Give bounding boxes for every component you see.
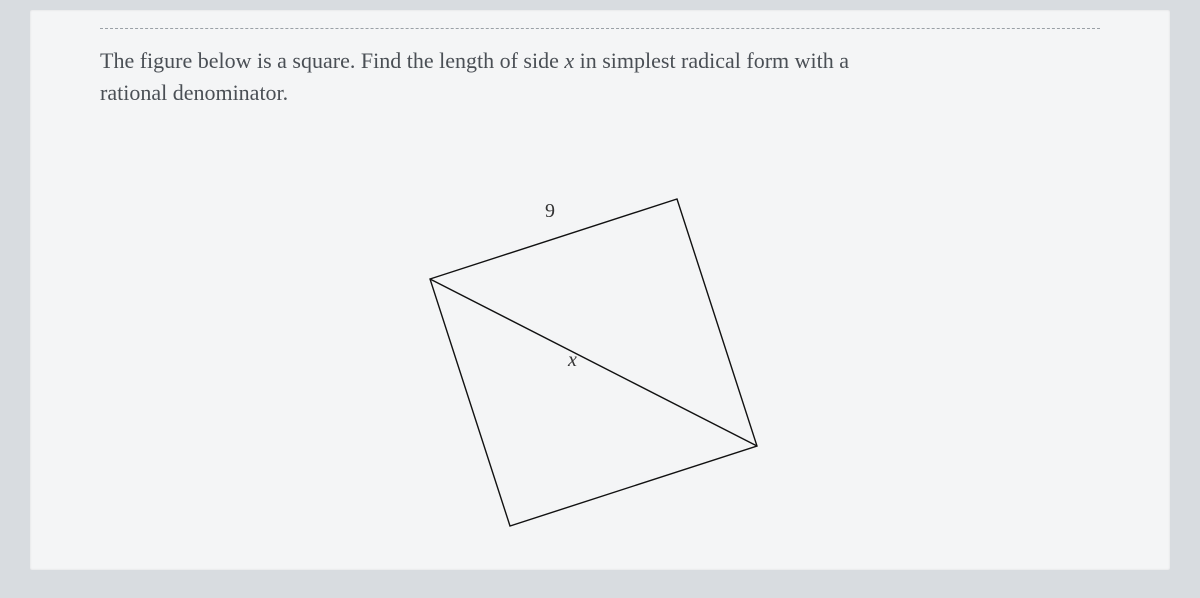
square-diagonal [430, 279, 757, 446]
top-divider [100, 28, 1100, 29]
problem-sheet: The figure below is a square. Find the l… [30, 10, 1170, 570]
figure-container: 9 x [100, 149, 1100, 549]
prompt-variable-x: x [564, 48, 574, 73]
diagonal-label-x: x [567, 349, 577, 371]
prompt-text-1: The figure below is a square. Find the l… [100, 48, 564, 73]
prompt-text-2: in simplest radical form with a [574, 48, 849, 73]
prompt-text-3: rational denominator. [100, 80, 288, 105]
problem-prompt: The figure below is a square. Find the l… [100, 45, 1100, 109]
side-label-9: 9 [545, 200, 555, 222]
square-diagram: 9 x [390, 149, 810, 549]
